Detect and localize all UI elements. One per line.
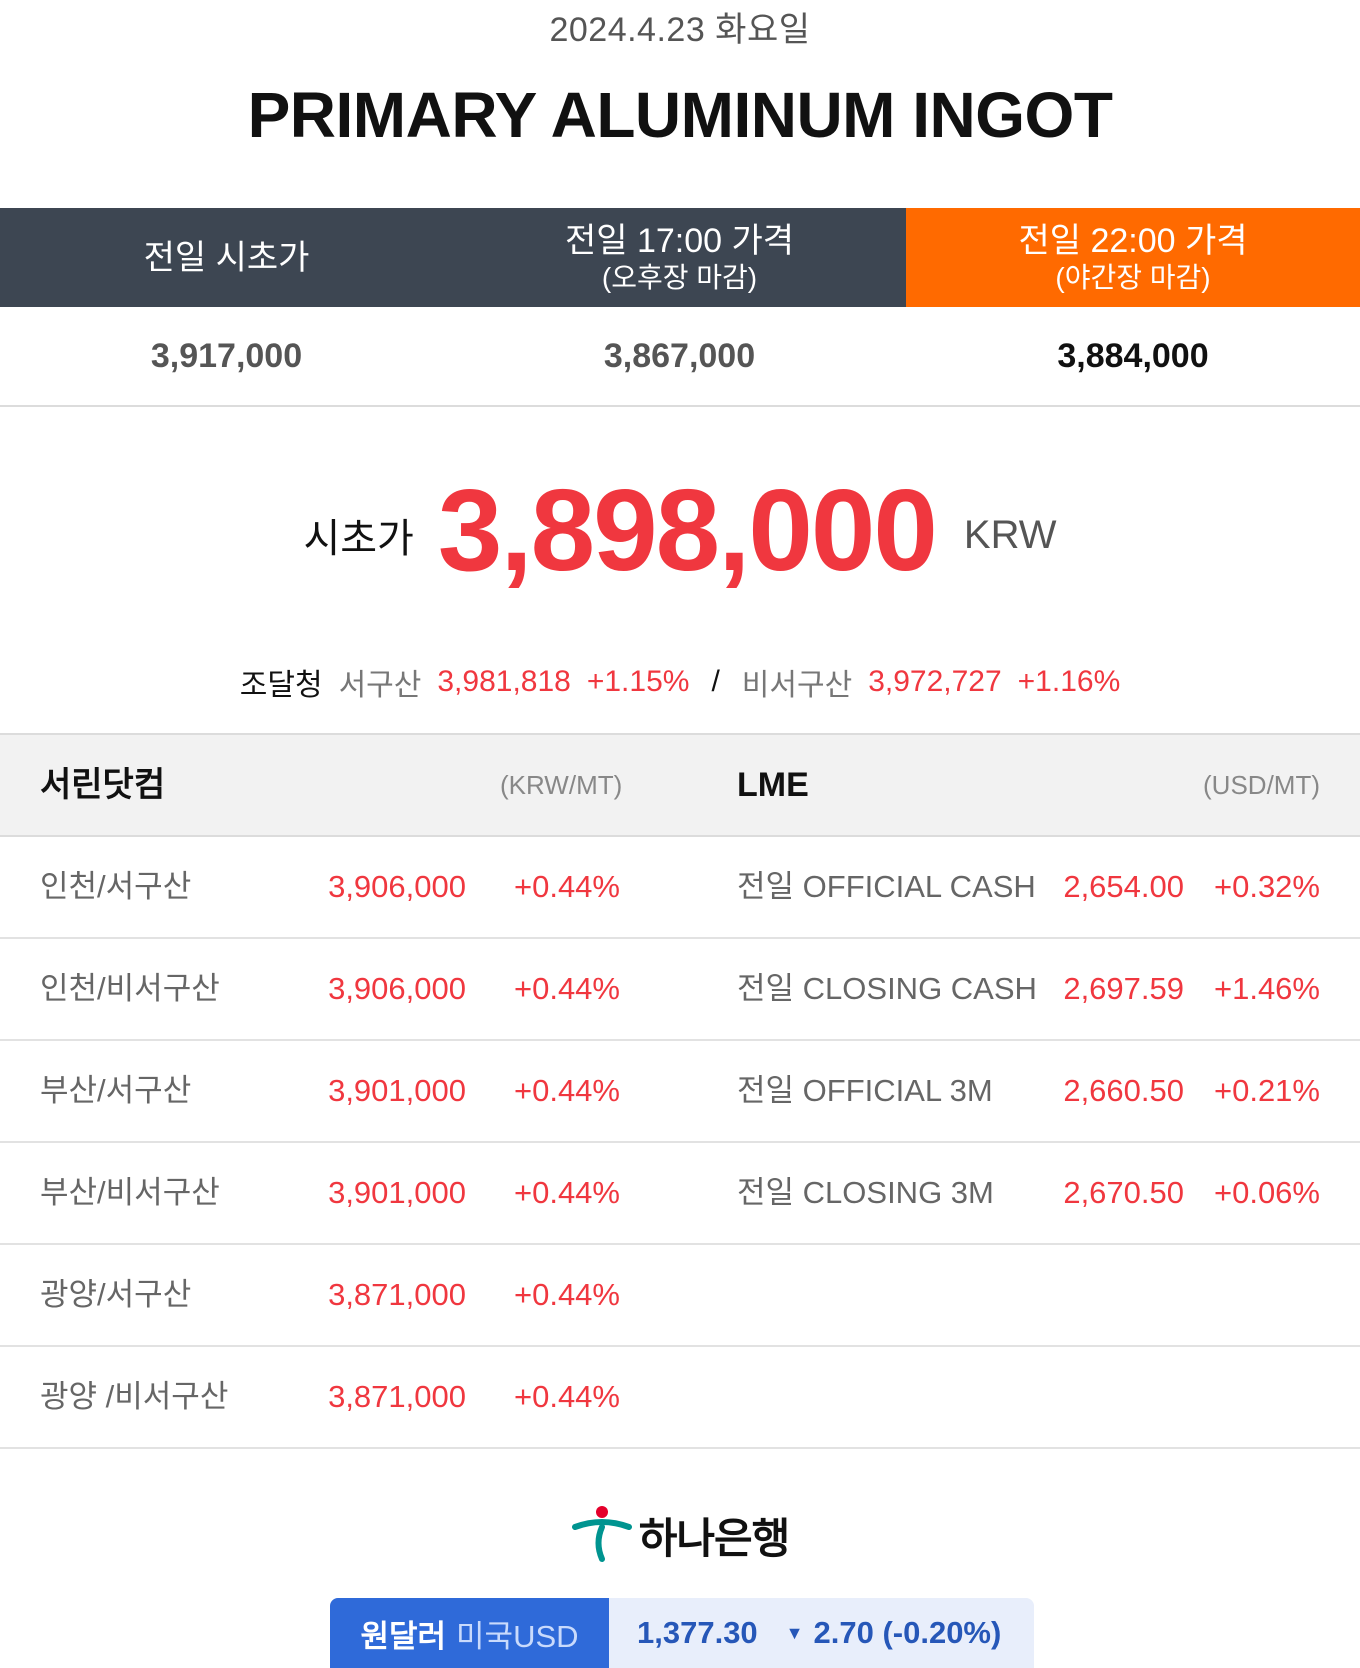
pps-western-price: 3,981,818 [437, 665, 571, 698]
pps-nonwestern-price: 3,972,727 [868, 665, 1002, 698]
lme-row-price: 2,660.50 [1063, 1073, 1184, 1108]
header-prev-open: 전일 시초가 [0, 208, 453, 307]
prev-price-row: 3,917,000 3,867,000 3,884,000 [0, 307, 1360, 407]
seorin-row-change: +0.44% [513, 1175, 620, 1210]
seorin-row-name: 인천/비서구산 [40, 971, 220, 1006]
main-price-label: 시초가 [303, 517, 414, 561]
pps-price-line: 조달청 서구산 3,981,818 +1.15% / 비서구산 3,972,72… [0, 660, 1360, 704]
lme-row-change: +0.21% [1213, 1073, 1320, 1108]
table-row: 부산/서구산 3,901,000 +0.44% 전일 OFFICIAL 3M 2… [0, 1041, 1360, 1143]
prev-22-value: 3,884,000 [1057, 336, 1209, 375]
table-row: 인천/비서구산 3,906,000 +0.44% 전일 CLOSING CASH… [0, 939, 1360, 1041]
prev-open-value: 3,917,000 [150, 336, 303, 375]
fx-pair-label: 원달러 [360, 1618, 447, 1654]
bank-logo: 하나은행 [0, 1505, 1360, 1565]
fx-pair: 원달러 미국USD [330, 1598, 609, 1668]
seorin-row-name: 부산/비서구산 [40, 1175, 220, 1210]
lme-row-price: 2,654.00 [1063, 869, 1184, 904]
table-row: 인천/서구산 3,906,000 +0.44% 전일 OFFICIAL CASH… [0, 837, 1360, 939]
header-prev-17-label: 전일 17:00 가격 [564, 221, 795, 260]
prev-17-value: 3,867,000 [603, 336, 756, 375]
pps-label: 조달청 [239, 669, 323, 702]
seorin-title: 서린닷컴 [40, 766, 166, 804]
seorin-unit: (KRW/MT) [500, 770, 623, 800]
header-prev-22-label: 전일 22:00 가격 [1018, 221, 1248, 260]
header-prev-open-label: 전일 시초가 [143, 238, 310, 277]
bank-name: 하나은행 [638, 1514, 791, 1562]
pps-separator: / [711, 665, 720, 698]
seorin-row-name: 광양/서구산 [40, 1277, 192, 1312]
lme-unit: (USD/MT) [1203, 770, 1320, 800]
pps-nonwestern-label: 비서구산 [741, 669, 853, 702]
lme-row-name: 전일 CLOSING CASH [737, 971, 1037, 1006]
lme-row-price: 2,697.59 [1063, 971, 1184, 1006]
fx-rate-value: 1,377.30 [637, 1615, 758, 1650]
fx-values: 1,377.30 ▼ 2.70 (-0.20%) [609, 1598, 1034, 1668]
price-header: 전일 시초가 전일 17:00 가격 (오후장 마감) 전일 22:00 가격 … [0, 208, 1360, 307]
table-header: 서린닷컴 (KRW/MT) LME (USD/MT) [0, 733, 1360, 837]
report-date: 2024.4.23 화요일 [549, 11, 811, 49]
pps-western-change: +1.15% [586, 665, 690, 698]
header-prev-17: 전일 17:00 가격 (오후장 마감) [453, 208, 906, 307]
lme-row-change: +1.46% [1213, 971, 1320, 1006]
seorin-row-change: +0.44% [513, 1073, 620, 1108]
header-prev-22: 전일 22:00 가격 (야간장 마감) [906, 208, 1360, 307]
seorin-row-price: 3,906,000 [328, 971, 466, 1006]
lme-row-price: 2,670.50 [1063, 1175, 1184, 1210]
seorin-row-price: 3,901,000 [328, 1175, 466, 1210]
pps-nonwestern-change: +1.16% [1017, 665, 1121, 698]
seorin-row-name: 부산/서구산 [40, 1073, 192, 1108]
lme-title: LME [737, 766, 809, 804]
fx-change-value: 2.70 (-0.20%) [813, 1615, 1002, 1650]
table-row: 광양 /비서구산 3,871,000 +0.44% [0, 1347, 1360, 1449]
seorin-row-change: +0.44% [513, 1277, 620, 1312]
main-price-value: 3,898,000 [437, 465, 938, 595]
main-price-unit: KRW [963, 512, 1057, 557]
main-price: 시초가 3,898,000 KRW [0, 465, 1360, 595]
seorin-row-price: 3,906,000 [328, 869, 466, 904]
header-prev-17-sub: (오후장 마감) [601, 261, 758, 293]
lme-row-change: +0.06% [1213, 1175, 1320, 1210]
hana-bank-logo-icon [571, 1503, 633, 1568]
table-row: 광양/서구산 3,871,000 +0.44% [0, 1245, 1360, 1347]
triangle-down-icon: ▼ [785, 1622, 804, 1643]
seorin-row-name: 인천/서구산 [40, 869, 192, 904]
seorin-row-name: 광양 /비서구산 [40, 1379, 229, 1414]
lme-row-name: 전일 OFFICIAL CASH [737, 869, 1036, 904]
table-row: 부산/비서구산 3,901,000 +0.44% 전일 CLOSING 3M 2… [0, 1143, 1360, 1245]
lme-row-name: 전일 CLOSING 3M [737, 1175, 994, 1210]
seorin-row-price: 3,871,000 [328, 1277, 466, 1312]
pps-western-label: 서구산 [338, 669, 422, 702]
seorin-row-price: 3,901,000 [328, 1073, 466, 1108]
seorin-row-change: +0.44% [513, 1379, 620, 1414]
lme-row-name: 전일 OFFICIAL 3M [737, 1073, 993, 1108]
fx-currency-label: 미국USD [456, 1618, 579, 1654]
fx-rate-widget[interactable]: 원달러 미국USD 1,377.30 ▼ 2.70 (-0.20%) [330, 1598, 1034, 1668]
seorin-row-change: +0.44% [513, 869, 620, 904]
page-title: PRIMARY ALUMINUM INGOT [247, 79, 1113, 151]
seorin-row-price: 3,871,000 [328, 1379, 466, 1414]
header-prev-22-sub: (야간장 마감) [1055, 261, 1211, 293]
lme-row-change: +0.32% [1213, 869, 1320, 904]
seorin-row-change: +0.44% [513, 971, 620, 1006]
